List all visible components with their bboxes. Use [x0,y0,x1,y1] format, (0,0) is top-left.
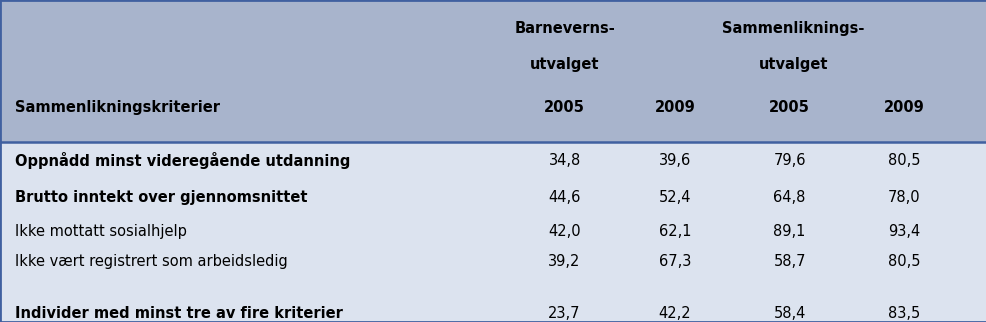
Bar [0,0,986,142]
Text: 2009: 2009 [654,100,695,115]
Text: 52,4: 52,4 [659,190,690,205]
Text: utvalget: utvalget [529,57,599,72]
Bar [0,142,986,322]
Text: Sammenliknings-: Sammenliknings- [722,22,864,36]
Text: 58,7: 58,7 [773,254,805,269]
Text: 93,4: 93,4 [887,223,919,239]
Text: 89,1: 89,1 [773,223,805,239]
Text: 39,6: 39,6 [659,153,690,168]
Text: Oppnådd minst videregående utdanning: Oppnådd minst videregående utdanning [15,152,350,169]
Text: 62,1: 62,1 [659,223,690,239]
Text: 2005: 2005 [768,100,810,115]
Text: 34,8: 34,8 [548,153,580,168]
Text: 23,7: 23,7 [548,306,580,321]
Text: 2005: 2005 [543,100,585,115]
Text: 42,2: 42,2 [658,306,691,321]
Text: 67,3: 67,3 [659,254,690,269]
Text: 79,6: 79,6 [773,153,805,168]
Text: Brutto inntekt over gjennomsnittet: Brutto inntekt over gjennomsnittet [15,190,307,205]
Text: 58,4: 58,4 [773,306,805,321]
Text: Barneverns-: Barneverns- [514,22,614,36]
Text: Individer med minst tre av fire kriterier: Individer med minst tre av fire kriterie… [15,306,342,321]
Text: 80,5: 80,5 [887,254,919,269]
Text: 83,5: 83,5 [887,306,919,321]
Text: Sammenlikningskriterier: Sammenlikningskriterier [15,100,220,115]
Text: 78,0: 78,0 [886,190,920,205]
Text: 39,2: 39,2 [548,254,580,269]
Text: utvalget: utvalget [758,57,827,72]
Text: Ikke vært registrert som arbeidsledig: Ikke vært registrert som arbeidsledig [15,254,287,269]
Text: 42,0: 42,0 [547,223,581,239]
Text: Ikke mottatt sosialhjelp: Ikke mottatt sosialhjelp [15,223,186,239]
Text: 80,5: 80,5 [887,153,919,168]
Text: 2009: 2009 [882,100,924,115]
Text: 64,8: 64,8 [773,190,805,205]
Text: 44,6: 44,6 [548,190,580,205]
